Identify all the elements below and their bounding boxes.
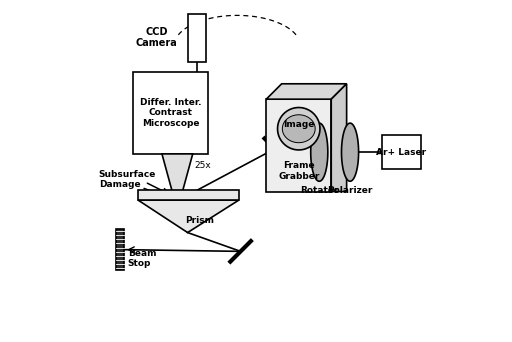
Polygon shape bbox=[266, 84, 347, 99]
Polygon shape bbox=[311, 123, 328, 181]
Text: Image: Image bbox=[283, 120, 314, 129]
Bar bbox=[116, 229, 124, 270]
Polygon shape bbox=[331, 84, 347, 192]
Text: Differ. Inter.
Contrast
Microscope: Differ. Inter. Contrast Microscope bbox=[140, 98, 201, 128]
Bar bbox=[138, 190, 239, 200]
Polygon shape bbox=[162, 154, 193, 192]
Text: Beam
Stop: Beam Stop bbox=[128, 249, 156, 268]
Text: Polarizer: Polarizer bbox=[327, 186, 373, 195]
Text: Ar+ Laser: Ar+ Laser bbox=[376, 148, 426, 157]
Text: Rotator: Rotator bbox=[300, 186, 338, 195]
Bar bbox=[382, 135, 421, 169]
Text: Prism: Prism bbox=[185, 216, 214, 225]
Text: Subsurface
Damage: Subsurface Damage bbox=[99, 170, 156, 189]
Bar bbox=[266, 99, 331, 192]
Text: CCD
Camera: CCD Camera bbox=[136, 27, 178, 49]
Text: 25x: 25x bbox=[195, 161, 211, 170]
Bar bbox=[187, 14, 206, 62]
Bar bbox=[133, 72, 208, 154]
Polygon shape bbox=[138, 200, 239, 233]
Polygon shape bbox=[342, 123, 358, 181]
Text: Frame
Grabber: Frame Grabber bbox=[278, 161, 319, 181]
Polygon shape bbox=[278, 107, 320, 150]
Polygon shape bbox=[282, 115, 315, 143]
